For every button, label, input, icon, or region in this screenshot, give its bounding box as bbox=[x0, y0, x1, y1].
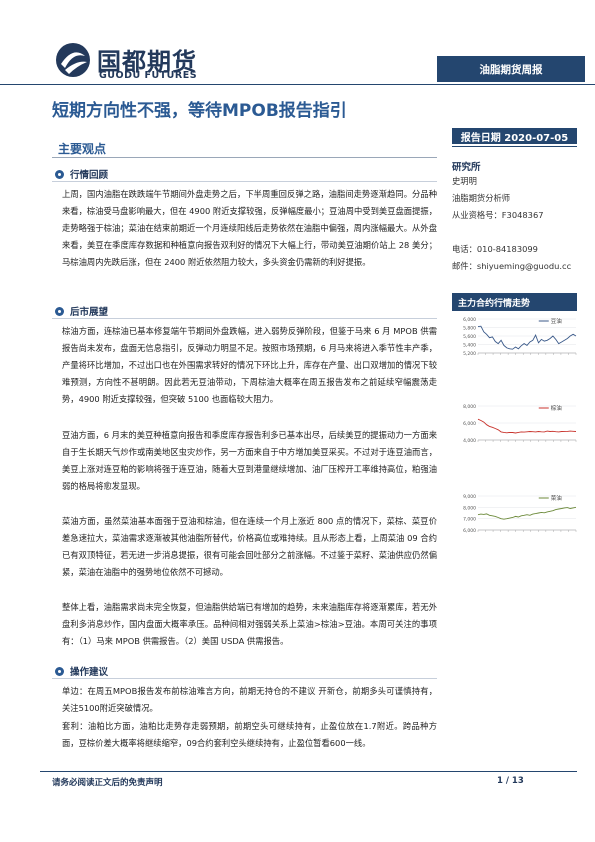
analyst-email[interactable]: 邮件：shiyueming@guodu.cc bbox=[452, 261, 572, 271]
legend-label: 豆油 bbox=[551, 317, 563, 325]
logo-mark-icon bbox=[56, 43, 90, 77]
subsection-divider bbox=[52, 318, 437, 319]
y-tick-label: 6,000 bbox=[463, 528, 476, 534]
chart-palm-oil: 8,000 6,000 4,000 棕油 bbox=[452, 400, 582, 488]
paragraph-review: 上周，国内油脂在跌跌端午节期间外盘走势之后，下半周重回反弹之路，油脂间走势逐渐趋… bbox=[62, 189, 437, 267]
legend-label: 棕油 bbox=[551, 404, 563, 412]
chart-section-title: 主力合约行情走势 bbox=[452, 293, 577, 311]
section-divider bbox=[52, 157, 437, 158]
section-heading-text: 后市展望 bbox=[70, 307, 109, 318]
section-heading-text: 操作建议 bbox=[70, 667, 109, 678]
header-divider bbox=[0, 84, 595, 85]
logo-english-name: GUODU FUTURES bbox=[99, 70, 198, 81]
date-divider bbox=[452, 146, 577, 147]
report-title: 短期方向性不强，等待MPOB报告指引 bbox=[52, 101, 347, 121]
y-tick-label: 4,000 bbox=[463, 438, 476, 444]
y-tick-label: 6,000 bbox=[463, 421, 476, 427]
chart-rapeseed-oil: 9,000 8,000 7,000 6,000 菜油 bbox=[452, 490, 582, 578]
y-tick-label: 7,000 bbox=[463, 517, 476, 523]
series-line-豆油 bbox=[477, 325, 577, 350]
y-tick-label: 5,400 bbox=[463, 343, 476, 349]
analyst-name: 史玥明 bbox=[452, 176, 477, 186]
y-tick-label: 5,800 bbox=[463, 326, 476, 332]
series-line-棕油 bbox=[477, 418, 577, 434]
y-tick-label: 6,000 bbox=[463, 317, 476, 323]
footer-divider bbox=[40, 771, 577, 772]
footer-disclaimer[interactable]: 请务必阅读正文后的免责声明 bbox=[52, 778, 163, 788]
chart-soybean-oil-svg: 6,000 5,800 5,600 5,400 5,200 豆油 bbox=[463, 317, 577, 357]
analyst-license: 从业资格号：F3048367 bbox=[452, 210, 544, 220]
paragraph-arbitrage: 套利：油粕比方面，油粕比走势存走弱预期，前期空头可继续持有，止盈位放在1.7附近… bbox=[62, 721, 437, 748]
paragraph-single-side: 单边：在周五MPOB报告发布前棕油难言方向，前期无持仓的不建议 开新仓，前期多头… bbox=[62, 686, 437, 713]
legend-label: 菜油 bbox=[551, 494, 563, 502]
y-tick-label: 5,200 bbox=[463, 351, 476, 357]
analyst-role: 油脂期货分析师 bbox=[452, 193, 511, 203]
logo-chinese-name: 国都期货 bbox=[97, 48, 197, 76]
chart-soybean-oil: 6,000 5,800 5,600 5,400 5,200 豆油 bbox=[452, 313, 582, 401]
paragraph-soybean-oil: 豆油方面，6 月末的美豆种植意向报告和季度库存报告利多已基本出尽，后续美豆的提振… bbox=[62, 430, 437, 491]
y-tick-label: 5,600 bbox=[463, 334, 476, 340]
page-number: 1 / 13 bbox=[497, 776, 524, 786]
chart-rapeseed-oil-svg: 9,000 8,000 7,000 6,000 菜油 bbox=[463, 494, 577, 534]
paragraph-palm-oil: 棕油方面，连棕油已基本修复端午节期间外盘跌幅，进入弱势反弹阶段，但鉴于马来 6 … bbox=[62, 326, 437, 404]
report-type-tag: 油脂期货周报 bbox=[437, 56, 585, 82]
bullet-icon bbox=[55, 306, 64, 316]
analyst-info: 研究所 史玥明 油脂期货分析师 从业资格号：F3048367 电话：010-84… bbox=[452, 159, 577, 275]
section-heading-review: 行情回顾 bbox=[55, 167, 108, 181]
analyst-phone: 电话：010-84183099 bbox=[452, 244, 538, 254]
bullet-icon bbox=[55, 666, 64, 676]
y-tick-label: 9,000 bbox=[463, 494, 476, 500]
series-line-菜油 bbox=[477, 506, 577, 520]
subsection-divider bbox=[52, 181, 437, 182]
section-heading-outlook: 后市展望 bbox=[55, 304, 108, 318]
y-tick-label: 8,000 bbox=[463, 505, 476, 511]
company-logo: 国都期货 GUODU FUTURES bbox=[55, 40, 198, 86]
paragraph-rapeseed-oil: 菜油方面，虽然菜油基本面强于豆油和棕油，但在连续一个月上涨近 800 点的情况下… bbox=[62, 516, 437, 577]
y-tick-label: 8,000 bbox=[463, 404, 476, 410]
chart-palm-oil-svg: 8,000 6,000 4,000 棕油 bbox=[463, 404, 577, 444]
section-heading-text: 行情回顾 bbox=[70, 170, 109, 181]
section-heading-advice: 操作建议 bbox=[55, 664, 108, 678]
bullet-icon bbox=[55, 169, 64, 179]
paragraph-summary: 整体上看，油脂需求尚未完全恢复，但油脂供给端已有增加的趋势，未来油脂库存将逐渐累… bbox=[62, 602, 437, 646]
main-points-heading: 主要观点 bbox=[58, 142, 107, 156]
research-title: 研究所 bbox=[452, 162, 481, 173]
subsection-divider bbox=[52, 678, 437, 679]
report-date: 报告日期 2020-07-05 bbox=[452, 128, 577, 144]
